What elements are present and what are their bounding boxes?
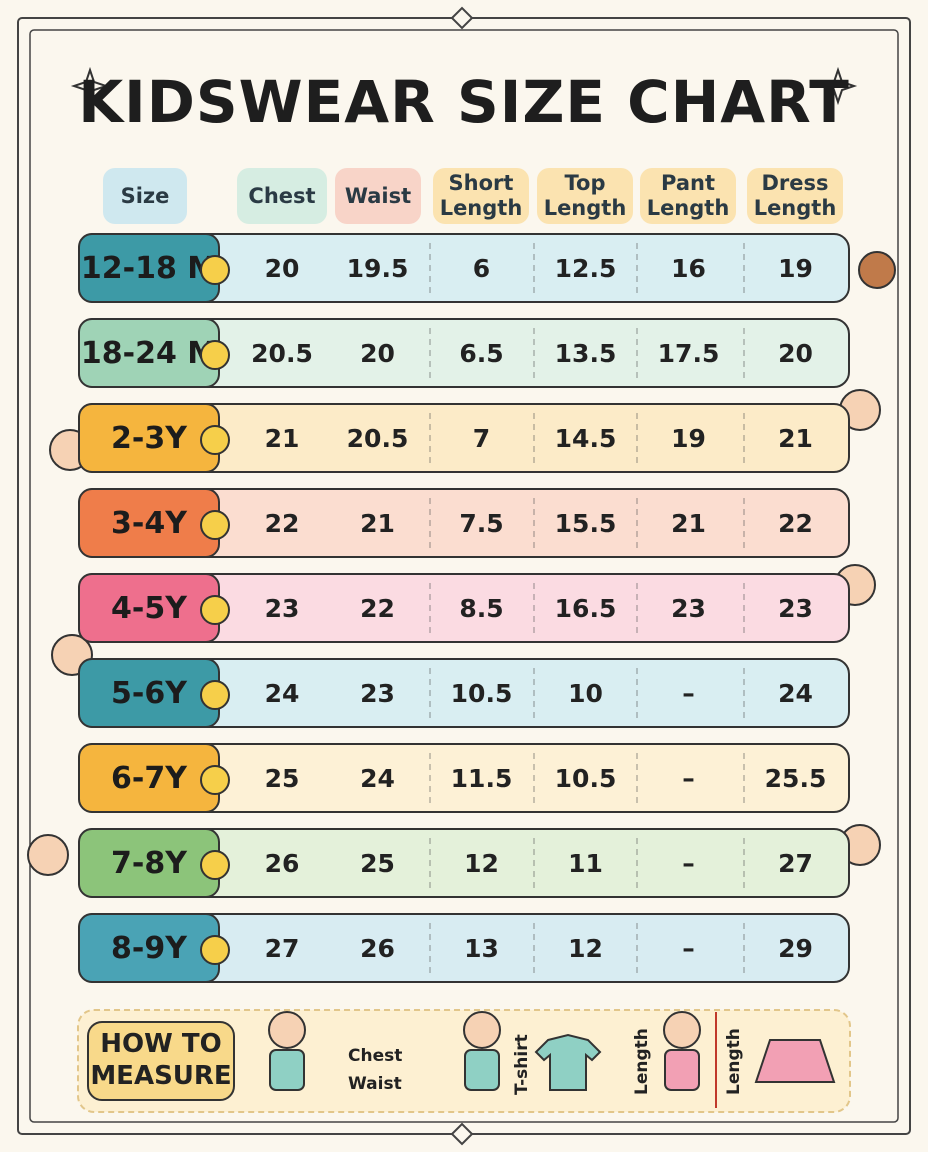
table-cell: 12 [533,923,636,973]
table-cell: – [636,838,739,888]
table-cell: 22 [264,508,300,538]
table-cell: 19 [636,413,739,463]
column-header: Short Length [433,168,529,224]
table-cell: 24 [360,763,395,793]
title: KIDSWEAR SIZE CHART [78,68,850,136]
table-cell: 22 [360,593,395,623]
table-cell: 16.5 [533,583,636,633]
table-cell: 24 [743,668,846,718]
table-cell: 14.5 [533,413,636,463]
table-cell: 21 [264,423,300,453]
table-cell: 11 [533,838,636,888]
table-cell: 6.5 [429,328,532,378]
table-cell: – [636,668,739,718]
table-cell: 20 [743,328,846,378]
tape-icon [200,510,230,540]
table-cell: 25.5 [743,753,846,803]
table-cell: – [636,753,739,803]
table-cell: 7 [429,413,532,463]
table-cell: 26 [360,933,395,963]
column-header: Waist [335,168,421,224]
column-header: Chest [237,168,327,224]
table-cell: 27 [264,933,300,963]
column-header: Top Length [537,168,633,224]
size-badge: 6-7Y [78,743,220,813]
table-cell: 25 [264,763,300,793]
tape-icon [200,765,230,795]
how-to-measure-title: HOW TO MEASURE [90,1029,232,1091]
size-badge: 3-4Y [78,488,220,558]
table-cell: 21 [636,498,739,548]
table-cell: 27 [743,838,846,888]
table-cell: 19 [743,243,846,293]
table-cell: 20.5 [346,423,409,453]
table-cell: 26 [264,848,300,878]
table-cell: 23 [264,593,300,623]
size-badge: 2-3Y [78,403,220,473]
table-cell: 21 [743,413,846,463]
measure-label: Length [724,1028,744,1095]
table-cell: 15.5 [533,498,636,548]
table-cell: 10.5 [533,753,636,803]
tape-icon [200,425,230,455]
size-badge: 4-5Y [78,573,220,643]
column-header: Pant Length [640,168,736,224]
size-badge: 5-6Y [78,658,220,728]
table-cell: 20 [264,253,300,283]
table-cell: 21 [360,508,395,538]
tape-icon [200,340,230,370]
table-cell: 20.5 [251,338,313,368]
table-cell: 12.5 [533,243,636,293]
measure-label: Length [632,1028,652,1095]
measure-label: Waist [348,1074,402,1094]
size-badge: 7-8Y [78,828,220,898]
table-cell: 23 [360,678,395,708]
column-header: Dress Length [747,168,843,224]
table-cell: 10.5 [429,668,532,718]
measure-label: T-shirt [512,1034,532,1095]
tape-icon [200,850,230,880]
table-cell: 6 [429,243,532,293]
table-cell: 7.5 [429,498,532,548]
table-cell: 23 [636,583,739,633]
table-cell: 23 [743,583,846,633]
table-cell: 25 [360,848,395,878]
tape-icon [200,680,230,710]
table-cell: 11.5 [429,753,532,803]
table-cell: 8.5 [429,583,532,633]
measure-label: Chest [348,1046,403,1066]
table-cell: 13.5 [533,328,636,378]
tape-icon [200,255,230,285]
tape-icon [200,595,230,625]
table-cell: 24 [264,678,300,708]
size-badge: 12-18 M [78,233,220,303]
table-cell: 22 [743,498,846,548]
table-cell: 16 [636,243,739,293]
table-cell: 20 [360,338,395,368]
column-header: Size [103,168,187,224]
table-cell: 17.5 [636,328,739,378]
table-cell: 19.5 [346,253,409,283]
table-cell: 12 [429,838,532,888]
table-cell: 10 [533,668,636,718]
size-badge: 18-24 M [78,318,220,388]
size-badge: 8-9Y [78,913,220,983]
table-cell: – [636,923,739,973]
table-cell: 29 [743,923,846,973]
tape-icon [200,935,230,965]
table-cell: 13 [429,923,532,973]
